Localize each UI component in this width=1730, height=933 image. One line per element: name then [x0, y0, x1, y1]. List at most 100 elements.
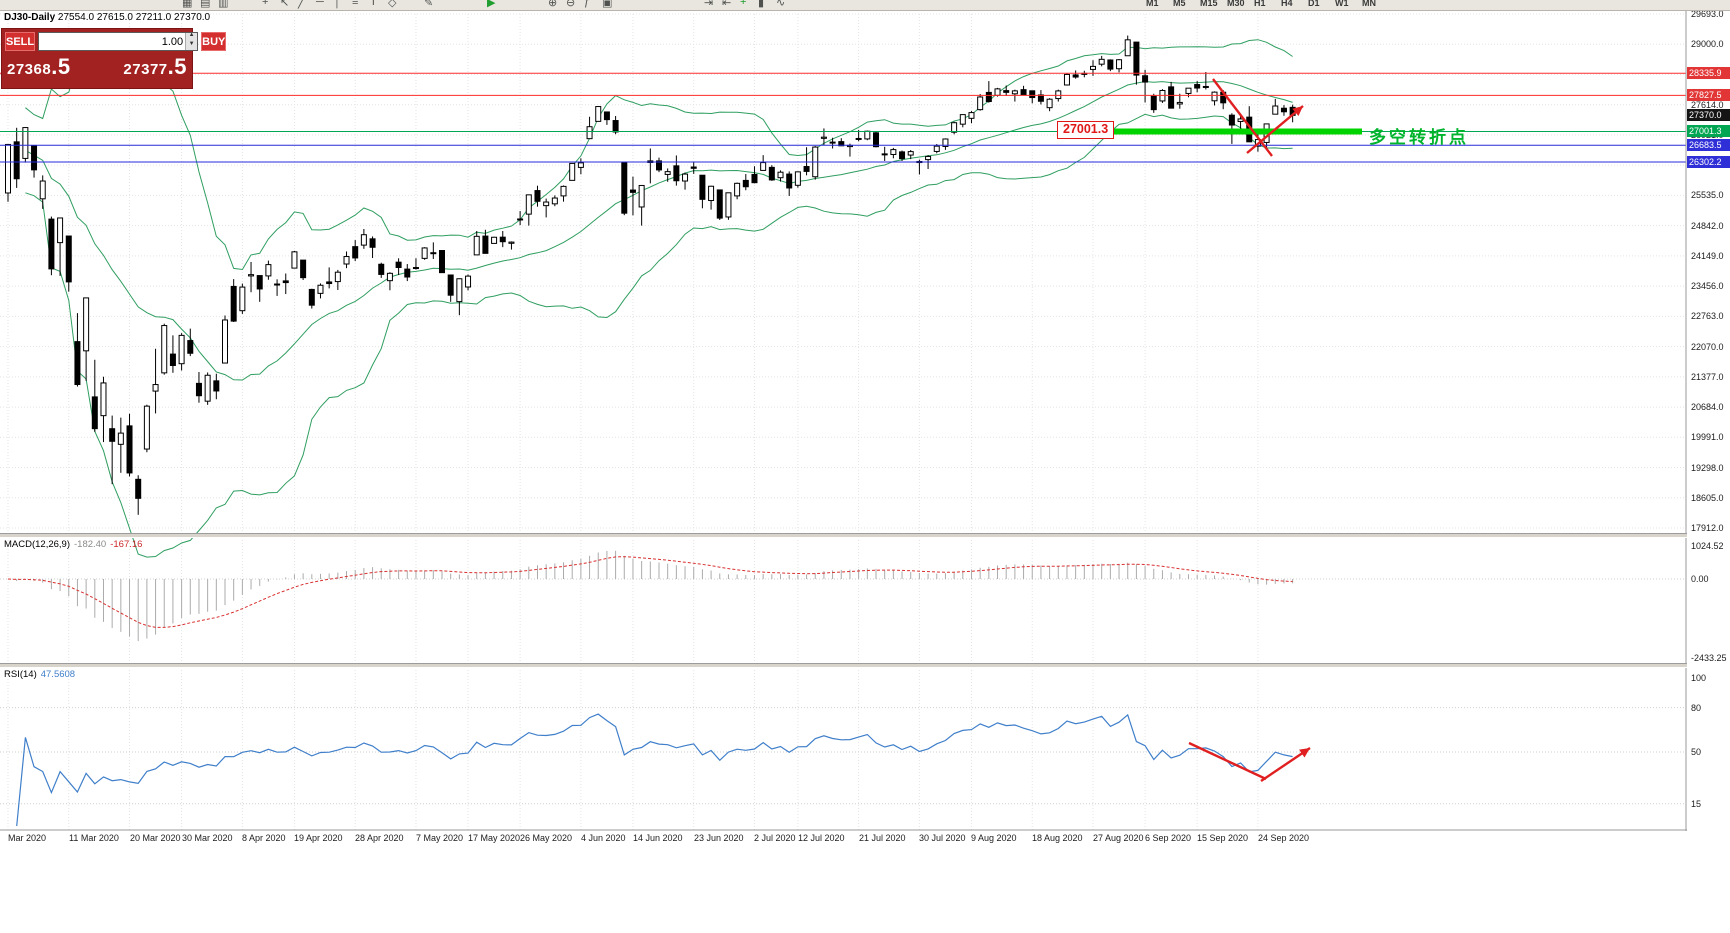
timeframe-button-h1[interactable]: H1 — [1254, 0, 1266, 8]
price-axis-gridline-label: 25535.0 — [1691, 190, 1724, 201]
timeframe-button-m15[interactable]: M15 — [1200, 0, 1218, 8]
price-annotation-box[interactable]: 27001.3 — [1057, 121, 1115, 139]
volume-down-icon[interactable]: ▼ — [188, 40, 195, 47]
chart-shift-icon[interactable]: ⇤ — [722, 0, 732, 9]
price-level-badge[interactable]: 27827.5 — [1687, 89, 1730, 102]
timeframe-button-mn[interactable]: MN — [1362, 0, 1376, 8]
date-axis-label: 27 Aug 2020 — [1093, 833, 1144, 843]
candlestick-chart-icon[interactable]: ▮ — [758, 0, 765, 9]
price-axis-gridline-label: 22763.0 — [1691, 311, 1724, 322]
line-chart-icon[interactable]: ∿ — [776, 0, 786, 9]
price-axis-gridline-label: 17912.0 — [1691, 523, 1724, 533]
volume-stepper: ▲ ▼ — [185, 32, 198, 50]
timeframe-button-w1[interactable]: W1 — [1335, 0, 1349, 8]
one-click-trading-panel: SELL ▲ ▼ BUY 27368.5 27377.5 — [1, 28, 227, 89]
chart-title: DJ30-Daily 27554.0 27615.0 27211.0 27370… — [4, 12, 210, 23]
price-axis-gridline-label: 29693.0 — [1691, 9, 1724, 19]
volume-field: ▲ ▼ — [38, 32, 199, 51]
panel-separator-rsi[interactable] — [0, 663, 1730, 668]
date-axis-label: 15 Sep 2020 — [1197, 833, 1249, 843]
text-label-icon[interactable]: T — [370, 0, 377, 8]
price-axis-gridline-label: 27614.0 — [1691, 99, 1724, 110]
trade-panel-prices: 27368.5 27377.5 — [2, 52, 192, 80]
templates-icon[interactable]: ▣ — [602, 0, 613, 9]
date-axis-label: 30 Jul 2020 — [919, 833, 966, 843]
price-level-badge[interactable]: 27370.0 — [1687, 109, 1730, 122]
pencil-icon[interactable]: ✎ — [424, 0, 434, 9]
bollinger-bands — [25, 39, 1293, 558]
date-axis-label: 7 May 2020 — [416, 833, 464, 843]
price-axis-gridline-label: 18605.0 — [1691, 492, 1724, 503]
rsi-axis-label: 100 — [1691, 673, 1707, 683]
price-level-badge[interactable]: 26683.5 — [1687, 139, 1730, 152]
rsi-value: 47.5608 — [40, 669, 76, 680]
vertical-line-icon[interactable]: │ — [334, 0, 341, 8]
macd-name: MACD(12,26,9) — [4, 539, 70, 550]
price-axis-gridline-label: 22070.0 — [1691, 341, 1724, 352]
shapes-icon[interactable]: ◇ — [388, 0, 397, 9]
macd-main-value: -182.40 — [74, 539, 107, 550]
cursor-icon[interactable]: ↖ — [280, 0, 290, 9]
timeframe-button-m1[interactable]: M1 — [1146, 0, 1159, 8]
sell-price-frac: .5 — [51, 54, 71, 79]
timeframe-button-d1[interactable]: D1 — [1308, 0, 1320, 8]
level-lines[interactable] — [0, 72, 1686, 163]
date-axis[interactable] — [0, 831, 1730, 849]
fibonacci-icon[interactable]: ≡ — [352, 0, 359, 8]
rsi-axis-label: 80 — [1691, 702, 1702, 713]
chart-symbol: DJ30-Daily — [4, 12, 56, 23]
date-axis-label: 19 Apr 2020 — [294, 833, 343, 843]
volume-up-icon[interactable]: ▲ — [188, 32, 195, 38]
horizontal-line-icon[interactable]: ─ — [316, 0, 324, 8]
date-axis-label: 18 Aug 2020 — [1032, 833, 1083, 843]
timeframe-button-m5[interactable]: M5 — [1173, 0, 1186, 8]
trendline-icon[interactable]: ╱ — [298, 0, 305, 9]
price-level-badge[interactable]: 26302.2 — [1687, 155, 1730, 168]
drawings[interactable] — [1059, 78, 1362, 782]
date-axis-label: 14 Jun 2020 — [633, 833, 683, 843]
new-order-icon[interactable]: + — [740, 0, 747, 8]
macd-axis-label: 1024.52 — [1691, 540, 1724, 551]
date-axis-label: 24 Sep 2020 — [1258, 833, 1310, 843]
date-axis-label: 28 Apr 2020 — [355, 833, 404, 843]
trade-panel-controls: SELL ▲ ▼ BUY — [2, 29, 227, 52]
date-axis-label: 21 Jul 2020 — [859, 833, 906, 843]
turning-point-label[interactable]: 多空转折点 — [1369, 128, 1469, 147]
buy-button[interactable]: BUY — [201, 32, 227, 51]
sell-button[interactable]: SELL — [5, 32, 36, 51]
zoom-in-icon[interactable]: ⊕ — [548, 0, 558, 9]
timeframe-button-h4[interactable]: H4 — [1281, 0, 1293, 8]
panel-frames — [0, 10, 1730, 849]
volume-input[interactable] — [39, 33, 186, 50]
date-axis-label: 30 Mar 2020 — [182, 833, 233, 843]
price-axis-gridline-label: 29000.0 — [1691, 39, 1724, 50]
profiles-icon[interactable]: ▤ — [200, 0, 211, 9]
crosshair-icon[interactable]: + — [262, 0, 269, 8]
indicators-icon[interactable]: ƒ — [584, 0, 591, 8]
macd-indicator-label: MACD(12,26,9) -182.40 -167.16 — [4, 539, 142, 550]
expert-advisor-icon[interactable]: ▶ — [487, 0, 496, 9]
price-axis-gridline-label: 19298.0 — [1691, 462, 1724, 473]
autoscroll-icon[interactable]: ⇥ — [704, 0, 714, 9]
date-axis-label: 9 Aug 2020 — [971, 833, 1017, 843]
date-axis-label: Mar 2020 — [8, 833, 47, 843]
zoom-out-icon[interactable]: ⊖ — [566, 0, 576, 9]
date-axis-label: 23 Jun 2020 — [694, 833, 744, 843]
price-level-badge[interactable]: 27001.3 — [1687, 125, 1730, 138]
price-axis-gridline-label: 24842.0 — [1691, 220, 1724, 231]
price-axis-gridline-label: 24149.0 — [1691, 250, 1724, 261]
macd-signal-value: -167.16 — [110, 539, 143, 550]
date-axis-label: 4 Jun 2020 — [581, 833, 626, 843]
tile-windows-icon[interactable]: ▥ — [218, 0, 229, 9]
new-chart-icon[interactable]: ▦ — [182, 0, 193, 9]
price-level-badge[interactable]: 28335.9 — [1687, 67, 1730, 80]
panel-separator-macd[interactable] — [0, 533, 1730, 538]
indicator-lines — [0, 550, 1686, 827]
date-axis-label: 17 May 2020 — [468, 833, 521, 843]
timeframe-button-m30[interactable]: M30 — [1227, 0, 1245, 8]
price-axis-gridline-label: 21377.0 — [1691, 371, 1724, 382]
buy-price: 27377.5 — [123, 54, 187, 80]
date-axis-label: 20 Mar 2020 — [130, 833, 181, 843]
rsi-name: RSI(14) — [4, 669, 37, 680]
